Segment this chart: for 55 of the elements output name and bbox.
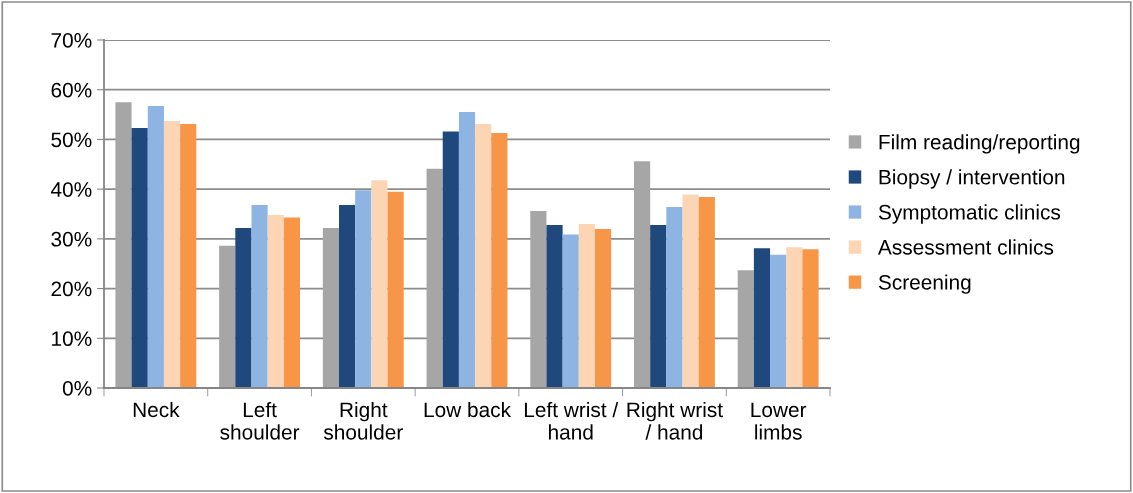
bar — [147, 106, 164, 388]
y-tick-label: 50% — [51, 132, 92, 148]
x-tick-label: Left shoulder — [220, 401, 300, 440]
bar — [491, 132, 508, 388]
x-tick-label: Right shoulder — [323, 401, 403, 440]
bar — [530, 211, 547, 388]
bar — [802, 249, 819, 388]
y-tick-label: 30% — [51, 231, 92, 247]
bar — [458, 112, 476, 388]
bar — [339, 205, 356, 388]
x-tick-label: Lower limbs — [751, 402, 807, 440]
bar — [633, 161, 651, 388]
bar — [682, 194, 699, 388]
bar — [737, 270, 754, 388]
bar — [355, 190, 372, 388]
bar — [442, 131, 459, 388]
y-tick-label: 10% — [52, 331, 92, 347]
bar — [666, 207, 683, 388]
bar — [786, 247, 803, 388]
bar — [219, 245, 236, 388]
legend-label: Screening — [878, 274, 971, 294]
legend-label: Symptomatic clinics — [878, 204, 1061, 224]
bar — [267, 214, 284, 388]
bar — [131, 127, 148, 388]
bar — [562, 234, 579, 388]
bar — [251, 205, 268, 388]
bar — [753, 248, 771, 388]
y-tick-label: 70% — [51, 33, 92, 48]
x-tick-label: Right wrist / hand — [627, 401, 723, 440]
bar — [546, 224, 563, 388]
x-tick-label: Neck — [133, 401, 180, 418]
legend-label: Film reading/reporting — [879, 134, 1080, 154]
bar — [283, 217, 301, 388]
bar — [322, 227, 340, 388]
bar — [115, 102, 132, 388]
x-tick-label: Low back — [424, 401, 512, 418]
bar — [426, 168, 443, 388]
legend-label: Assessment clinics — [877, 239, 1054, 255]
bar — [371, 180, 388, 388]
legend-label: Biopsy / intervention — [879, 169, 1065, 189]
bar — [163, 121, 181, 388]
bar — [387, 191, 404, 388]
y-tick-label: 20% — [51, 281, 92, 297]
y-tick-label: 60% — [51, 82, 92, 98]
bar — [594, 228, 612, 388]
bar — [475, 124, 492, 388]
bar — [180, 124, 197, 388]
y-tick-label: 40% — [50, 182, 92, 197]
bar — [650, 224, 667, 388]
bar — [770, 254, 787, 388]
y-tick-label: 0% — [62, 381, 92, 396]
bar — [698, 197, 715, 388]
bar — [578, 223, 595, 388]
bar — [235, 227, 252, 388]
x-tick-label: Left wrist / hand — [524, 401, 619, 440]
